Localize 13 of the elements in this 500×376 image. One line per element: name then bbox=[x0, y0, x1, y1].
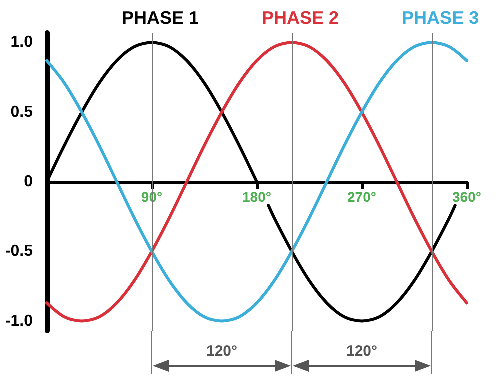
text: 120° bbox=[346, 343, 378, 360]
x-tick-label: 180° bbox=[242, 189, 272, 205]
series-label: PHASE 1 bbox=[122, 8, 200, 28]
x-tick-label: 360° bbox=[452, 189, 482, 205]
y-tick-label: -0.5 bbox=[5, 243, 34, 260]
series-label: PHASE 3 bbox=[402, 8, 480, 28]
y-tick-label: 1.0 bbox=[10, 34, 34, 52]
x-tick-label: 270° bbox=[348, 189, 376, 205]
text: 120° bbox=[206, 343, 238, 360]
y-tick-label: 0.5 bbox=[10, 104, 34, 121]
y-tick-label: -1.0 bbox=[5, 312, 34, 330]
y-tick-label: 0 bbox=[24, 174, 34, 190]
series-label: PHASE 2 bbox=[262, 8, 340, 28]
